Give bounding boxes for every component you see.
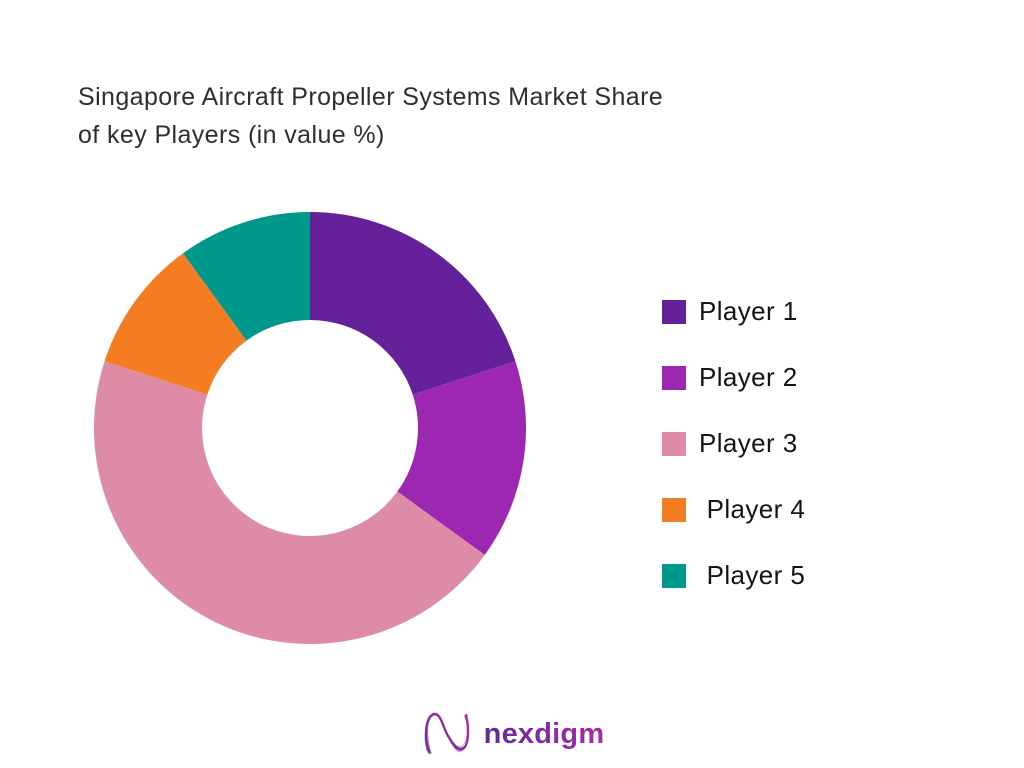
donut-chart-svg	[93, 212, 527, 645]
legend-item-player-1: Player 1	[662, 296, 805, 327]
legend-swatch-player-5	[662, 563, 686, 588]
chart-title: Singapore Aircraft Propeller Systems Mar…	[78, 78, 858, 154]
legend-label: Player 4	[699, 494, 806, 524]
chart-title-line1: Singapore Aircraft Propeller Systems Mar…	[78, 83, 664, 111]
legend-label: Player 2	[699, 362, 798, 392]
donut-segment-player-4	[104, 253, 247, 395]
donut-segment-player-2	[397, 361, 527, 555]
legend-swatch-player-2	[662, 365, 686, 390]
chart-legend: Player 1 Player 2 Player 3 Player 4 Play…	[662, 296, 805, 591]
legend-label: Player 5	[699, 560, 806, 590]
legend-item-player-4: Player 4	[662, 494, 805, 525]
legend-item-player-5: Player 5	[662, 560, 805, 591]
legend-swatch-player-3	[662, 431, 686, 456]
legend-swatch-player-1	[662, 299, 686, 324]
legend-label: Player 3	[699, 428, 798, 458]
donut-segment-player-1	[310, 212, 516, 395]
donut-segment-player-5	[183, 212, 310, 341]
donut-chart	[93, 212, 527, 645]
donut-segment-player-3	[93, 361, 485, 645]
nexdigm-logo-icon	[424, 712, 469, 755]
brand-footer: nexdigm	[0, 706, 1024, 762]
legend-item-player-2: Player 2	[662, 362, 805, 393]
legend-swatch-player-4	[662, 497, 686, 522]
legend-label: Player 1	[699, 296, 798, 326]
legend-item-player-3: Player 3	[662, 428, 805, 459]
chart-title-line2: of key Players (in value %)	[78, 121, 385, 149]
brand-wordmark: nexdigm	[483, 717, 605, 750]
